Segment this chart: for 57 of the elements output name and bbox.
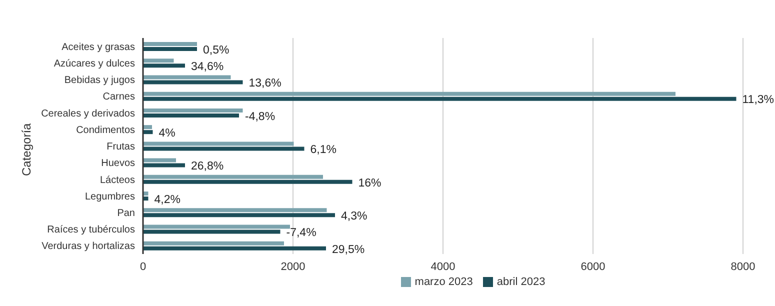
bar — [143, 47, 197, 51]
legend-label: abril 2023 — [496, 276, 546, 288]
y-tick-label: Huevos — [101, 158, 135, 170]
bar — [143, 241, 284, 246]
bar — [143, 58, 174, 63]
y-tick-label: Condimentos — [76, 124, 135, 136]
y-tick-label: Carnes — [102, 92, 135, 103]
bar — [143, 180, 352, 184]
y-tick-label: Lácteos — [100, 174, 135, 186]
bar — [143, 158, 176, 162]
annotation: 0,5% — [203, 44, 230, 56]
annotation: 4,3% — [341, 210, 368, 223]
annotation: 6,1% — [310, 144, 336, 156]
bar — [143, 108, 243, 112]
x-tick-label: 8000 — [730, 260, 756, 273]
bar — [143, 224, 290, 229]
bar — [143, 213, 335, 218]
x-tick-label: 4000 — [430, 260, 456, 273]
y-tick-label: Azúcares y dulces — [54, 58, 135, 70]
annotation: 4,2% — [154, 194, 180, 206]
y-tick-label: Legumbres — [84, 191, 135, 202]
y-tick-label: Aceites y grasas — [62, 42, 135, 53]
annotation: 26,8% — [191, 160, 224, 173]
y-tick-label: Verduras y hortalizas — [42, 241, 135, 252]
x-tick-label: 0 — [140, 260, 146, 273]
bar — [143, 92, 676, 96]
bar — [143, 64, 185, 68]
y-tick-label: Bebidas y jugos — [64, 75, 135, 86]
bar — [143, 75, 231, 80]
bar — [143, 42, 197, 46]
x-tick-label: 6000 — [580, 260, 606, 273]
bar — [143, 163, 185, 168]
bar — [143, 146, 304, 151]
bar — [143, 96, 736, 101]
annotation: 4% — [158, 127, 176, 140]
annotation: -4,8% — [245, 110, 276, 123]
y-tick-label: Raíces y tubérculos — [47, 224, 135, 236]
y-tick-label: Frutas — [106, 142, 135, 153]
annotation: -7,4% — [286, 227, 316, 240]
bar — [143, 142, 294, 146]
annotation: 13,6% — [248, 78, 282, 90]
annotation: 34,6% — [191, 61, 224, 74]
bar — [143, 208, 327, 212]
bar — [143, 130, 153, 134]
annotation: 16% — [358, 177, 382, 190]
bar — [143, 230, 280, 234]
annotation: 29,5% — [332, 244, 365, 256]
y-tick-label: Cereales y derivados — [41, 108, 135, 120]
bar — [143, 113, 239, 118]
legend-label: marzo 2023 — [414, 276, 473, 288]
x-tick-label: 2000 — [280, 260, 306, 273]
y-tick-label: Pan — [117, 208, 135, 220]
bar — [143, 80, 243, 84]
bar — [143, 246, 326, 250]
annotation: 11,3% — [742, 94, 774, 106]
y-axis-title: Categoría — [19, 122, 34, 176]
bar — [143, 174, 323, 179]
